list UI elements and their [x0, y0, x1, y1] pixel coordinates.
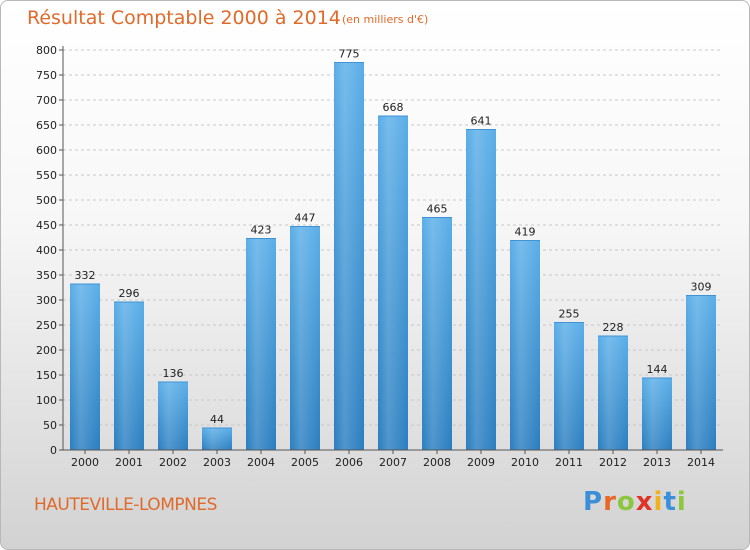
data-label: 419	[515, 226, 536, 239]
y-tick-label: 350	[36, 269, 57, 282]
bar-highlight	[246, 238, 276, 450]
logo-letter: r	[603, 487, 617, 517]
logo-letter: x	[635, 487, 654, 517]
bar-highlight	[290, 226, 320, 450]
x-tick-label: 2008	[423, 456, 451, 469]
bar-highlight	[510, 240, 540, 450]
bar-highlight	[642, 378, 672, 450]
logo-letter: i	[653, 487, 664, 517]
x-tick-label: 2011	[555, 456, 583, 469]
data-label: 775	[339, 48, 360, 61]
data-label: 668	[383, 101, 404, 114]
x-tick-label: 2005	[291, 456, 319, 469]
proxiti-logo: Proxiti	[583, 487, 687, 517]
logo-letter: i	[676, 487, 687, 517]
data-label: 423	[251, 224, 272, 237]
data-label: 136	[163, 367, 184, 380]
x-tick-label: 2009	[467, 456, 495, 469]
data-label: 255	[559, 308, 580, 321]
x-tick-label: 2001	[115, 456, 143, 469]
y-tick-label: 300	[36, 294, 57, 307]
data-label: 447	[295, 212, 316, 225]
y-tick-label: 100	[36, 394, 57, 407]
y-tick-label: 600	[36, 144, 57, 157]
chart-subtitle: (en milliers d'€)	[342, 13, 429, 26]
x-tick-label: 2003	[203, 456, 231, 469]
logo-letter: t	[663, 487, 677, 517]
data-label: 465	[427, 203, 448, 216]
x-tick-label: 2014	[687, 456, 715, 469]
bar-highlight	[686, 295, 716, 450]
x-tick-label: 2002	[159, 456, 187, 469]
data-label: 309	[691, 281, 712, 294]
data-label: 228	[603, 321, 624, 334]
data-label: 44	[210, 413, 224, 426]
y-tick-label: 500	[36, 194, 57, 207]
bar-highlight	[598, 336, 628, 450]
bar-highlight	[334, 62, 364, 450]
data-label: 296	[119, 287, 140, 300]
logo-letter: o	[616, 487, 636, 517]
y-tick-label: 50	[43, 419, 57, 432]
bar-highlight	[202, 428, 232, 450]
bar-highlight	[158, 382, 188, 450]
bar-highlight	[554, 322, 584, 450]
y-tick-label: 400	[36, 244, 57, 257]
x-tick-label: 2010	[511, 456, 539, 469]
y-tick-label: 700	[36, 94, 57, 107]
y-tick-label: 550	[36, 169, 57, 182]
x-tick-label: 2007	[379, 456, 407, 469]
data-label: 332	[75, 269, 96, 282]
chart-title: Résultat Comptable 2000 à 2014	[27, 7, 341, 29]
data-label: 144	[647, 363, 668, 376]
y-tick-label: 800	[36, 44, 57, 57]
y-tick-label: 650	[36, 119, 57, 132]
y-tick-label: 150	[36, 369, 57, 382]
data-label: 641	[471, 115, 492, 128]
x-tick-label: 2012	[599, 456, 627, 469]
bar-highlight	[114, 302, 144, 450]
bar-highlight	[378, 116, 408, 450]
bar-highlight	[422, 217, 452, 450]
x-tick-label: 2006	[335, 456, 363, 469]
y-tick-label: 250	[36, 319, 57, 332]
bar-highlight	[466, 129, 496, 450]
x-tick-label: 2000	[71, 456, 99, 469]
x-tick-label: 2013	[643, 456, 671, 469]
y-tick-label: 750	[36, 69, 57, 82]
y-tick-label: 200	[36, 344, 57, 357]
y-tick-label: 0	[50, 444, 57, 457]
y-tick-label: 450	[36, 219, 57, 232]
logo-letter: P	[583, 487, 604, 517]
city-name: HAUTEVILLE-LOMPNES	[34, 495, 217, 515]
bar-highlight	[70, 284, 100, 450]
x-tick-label: 2004	[247, 456, 275, 469]
